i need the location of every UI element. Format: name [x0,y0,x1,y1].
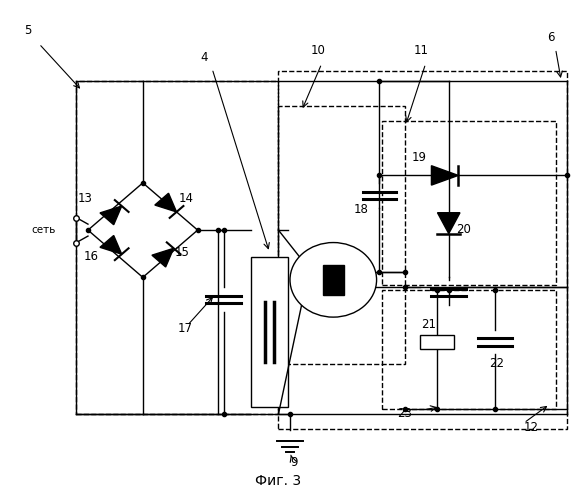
Polygon shape [437,212,460,234]
Text: 19: 19 [411,152,426,164]
Text: 15: 15 [175,246,190,259]
Text: 17: 17 [177,322,193,335]
Polygon shape [155,193,176,212]
Text: 20: 20 [456,222,470,235]
Polygon shape [100,206,122,225]
Text: 21: 21 [421,318,436,331]
Text: 22: 22 [489,357,504,370]
Circle shape [290,242,376,317]
Text: 18: 18 [353,202,368,215]
Bar [323,265,344,294]
Text: 23: 23 [397,406,412,420]
Polygon shape [100,236,122,254]
Text: 13: 13 [78,192,93,204]
Bar [278,106,405,364]
Polygon shape [152,248,173,267]
Text: 12: 12 [524,422,539,434]
Bar [382,120,556,285]
Bar [382,290,556,409]
Text: 11: 11 [414,44,429,57]
Text: 6: 6 [547,31,554,44]
Text: 5: 5 [24,24,32,36]
Bar [278,71,567,429]
Polygon shape [432,166,458,185]
Text: 4: 4 [201,51,208,64]
Text: 10: 10 [310,44,325,57]
Text: 14: 14 [179,192,194,204]
Text: сеть: сеть [32,225,56,235]
Text: Фиг. 3: Фиг. 3 [255,474,302,488]
Text: 9: 9 [290,456,298,469]
Bar [420,335,454,349]
Bar [77,81,278,414]
Text: 16: 16 [84,250,99,263]
Bar [251,258,288,406]
